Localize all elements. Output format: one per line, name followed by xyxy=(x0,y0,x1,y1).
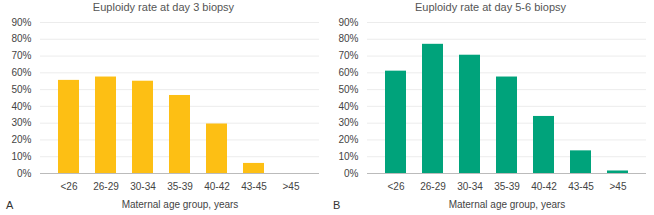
svg-text:43-45: 43-45 xyxy=(568,181,594,192)
svg-text:10%: 10% xyxy=(11,151,31,162)
svg-text:>45: >45 xyxy=(610,181,627,192)
svg-text:70%: 70% xyxy=(11,50,31,61)
svg-text:43-45: 43-45 xyxy=(241,181,267,192)
svg-text:<26: <26 xyxy=(61,181,78,192)
svg-text:40%: 40% xyxy=(11,101,31,112)
svg-text:10%: 10% xyxy=(338,151,358,162)
svg-text:30-34: 30-34 xyxy=(457,181,483,192)
html-text:A: A xyxy=(6,199,14,211)
svg-text:30%: 30% xyxy=(338,117,358,128)
svg-text:70%: 70% xyxy=(338,50,358,61)
svg-text:0%: 0% xyxy=(344,168,359,179)
svg-text:<26: <26 xyxy=(388,181,405,192)
svg-text:50%: 50% xyxy=(338,84,358,95)
html-text:B: B xyxy=(333,199,341,211)
svg-text:80%: 80% xyxy=(11,33,31,44)
svg-text:30-34: 30-34 xyxy=(130,181,156,192)
svg-text:>45: >45 xyxy=(283,181,300,192)
svg-text:60%: 60% xyxy=(338,67,358,78)
svg-text:20%: 20% xyxy=(11,134,31,145)
svg-text:20%: 20% xyxy=(338,134,358,145)
svg-text:30%: 30% xyxy=(11,117,31,128)
svg-text:35-39: 35-39 xyxy=(494,181,520,192)
svg-text:Maternal age group, years: Maternal age group, years xyxy=(449,199,566,210)
svg-text:60%: 60% xyxy=(11,67,31,78)
html-text:Euploidy rate at day 3 biopsy: Euploidy rate at day 3 biopsy xyxy=(92,1,235,13)
svg-text:90%: 90% xyxy=(338,17,358,28)
svg-text:40-42: 40-42 xyxy=(531,181,557,192)
svg-text:26-29: 26-29 xyxy=(93,181,119,192)
svg-text:35-39: 35-39 xyxy=(167,181,193,192)
svg-text:26-29: 26-29 xyxy=(420,181,446,192)
svg-text:90%: 90% xyxy=(11,17,31,28)
svg-text:40%: 40% xyxy=(338,101,358,112)
svg-text:80%: 80% xyxy=(338,33,358,44)
svg-text:Maternal age group, years: Maternal age group, years xyxy=(122,199,239,210)
svg-text:50%: 50% xyxy=(11,84,31,95)
svg-text:40-42: 40-42 xyxy=(204,181,230,192)
svg-text:0%: 0% xyxy=(17,168,32,179)
html-text:Euploidy rate at day 5-6 biops: Euploidy rate at day 5-6 biopsy xyxy=(415,1,566,13)
